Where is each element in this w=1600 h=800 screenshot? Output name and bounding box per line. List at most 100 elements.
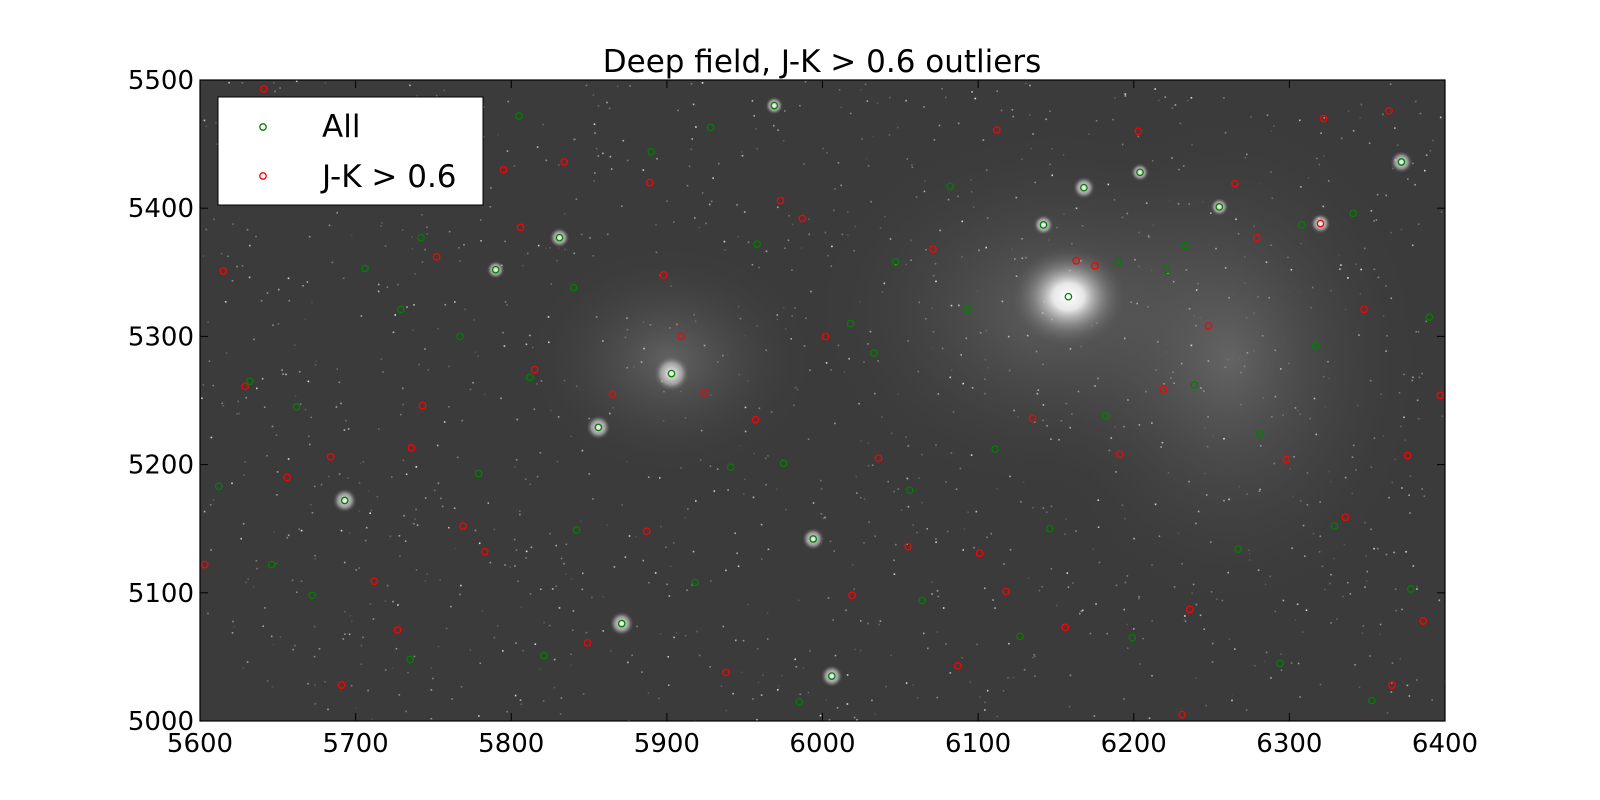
noise-star xyxy=(1391,682,1393,684)
noise-star xyxy=(540,380,543,382)
noise-star xyxy=(1223,437,1225,440)
noise-star xyxy=(525,557,527,559)
noise-star xyxy=(304,318,306,320)
noise-star xyxy=(515,642,517,644)
noise-star xyxy=(580,233,583,236)
data-point xyxy=(918,596,926,605)
noise-star xyxy=(1032,506,1034,509)
noise-star xyxy=(631,654,633,657)
noise-star xyxy=(264,607,266,609)
noise-star xyxy=(863,361,865,363)
noise-star xyxy=(489,206,492,208)
noise-star xyxy=(939,229,941,232)
noise-star xyxy=(1065,402,1068,405)
noise-star xyxy=(610,650,612,652)
noise-star xyxy=(343,561,346,564)
noise-star xyxy=(358,510,361,512)
noise-star xyxy=(315,360,317,363)
noise-star xyxy=(536,146,539,148)
noise-star xyxy=(932,274,935,277)
noise-star xyxy=(1270,244,1272,246)
noise-star xyxy=(1324,405,1327,408)
noise-star xyxy=(834,654,837,657)
noise-star xyxy=(443,421,446,423)
data-point xyxy=(1215,203,1224,211)
noise-star xyxy=(560,697,563,699)
noise-star xyxy=(1046,425,1048,427)
noise-star xyxy=(955,488,958,490)
noise-star xyxy=(300,580,303,582)
noise-star xyxy=(242,667,245,669)
noise-star xyxy=(923,180,926,182)
noise-star xyxy=(1394,458,1396,461)
noise-star xyxy=(406,306,408,308)
noise-star xyxy=(1265,261,1268,263)
noise-star xyxy=(409,84,411,87)
data-point xyxy=(474,469,483,478)
noise-star xyxy=(212,499,215,501)
noise-star xyxy=(1060,420,1063,422)
noise-star xyxy=(1063,213,1065,215)
noise-star xyxy=(421,214,423,216)
noise-star xyxy=(402,387,404,390)
noise-star xyxy=(1306,504,1309,506)
noise-star xyxy=(1440,211,1443,213)
noise-star xyxy=(430,689,433,691)
noise-star xyxy=(784,328,787,330)
noise-star xyxy=(1266,114,1269,116)
noise-star xyxy=(557,416,560,418)
noise-star xyxy=(585,631,588,634)
noise-star xyxy=(941,347,944,350)
noise-star xyxy=(686,184,689,187)
noise-star xyxy=(984,709,986,711)
noise-star xyxy=(742,639,745,642)
noise-star xyxy=(1253,349,1255,352)
data-point xyxy=(393,626,402,634)
noise-star xyxy=(1028,114,1031,116)
noise-star xyxy=(474,529,477,532)
noise-star xyxy=(502,650,504,652)
noise-star xyxy=(1009,475,1011,478)
noise-star xyxy=(1359,292,1362,295)
noise-star xyxy=(760,694,763,696)
noise-star xyxy=(626,328,629,331)
noise-star xyxy=(777,206,779,209)
noise-star xyxy=(589,237,591,239)
noise-star xyxy=(1012,676,1015,679)
noise-star xyxy=(1012,115,1014,118)
noise-star xyxy=(1212,435,1214,437)
noise-star xyxy=(1296,603,1299,606)
noise-star xyxy=(1249,552,1251,555)
noise-star xyxy=(1294,407,1297,409)
noise-star xyxy=(570,435,572,438)
noise-star xyxy=(947,198,950,201)
noise-star xyxy=(242,523,245,525)
noise-star xyxy=(1235,218,1237,220)
noise-star xyxy=(295,80,298,83)
noise-star xyxy=(1216,598,1218,600)
noise-star xyxy=(1390,691,1393,693)
noise-star xyxy=(1114,425,1116,428)
noise-star xyxy=(1355,469,1357,471)
noise-star xyxy=(588,417,590,420)
noise-star xyxy=(530,546,533,549)
noise-star xyxy=(459,260,461,262)
noise-star xyxy=(448,365,450,368)
noise-star xyxy=(735,639,737,642)
noise-star xyxy=(430,667,433,669)
noise-star xyxy=(1183,619,1186,622)
noise-star xyxy=(582,572,584,575)
noise-star xyxy=(856,719,858,721)
noise-star xyxy=(1370,210,1373,212)
noise-star xyxy=(1416,585,1418,588)
noise-star xyxy=(367,689,369,692)
noise-star xyxy=(669,565,672,568)
data-point xyxy=(530,365,539,374)
noise-star xyxy=(1327,360,1329,363)
noise-star xyxy=(986,217,989,219)
noise-star xyxy=(266,292,269,294)
noise-star xyxy=(236,265,238,268)
noise-star xyxy=(1014,258,1016,260)
noise-star xyxy=(1188,203,1190,205)
